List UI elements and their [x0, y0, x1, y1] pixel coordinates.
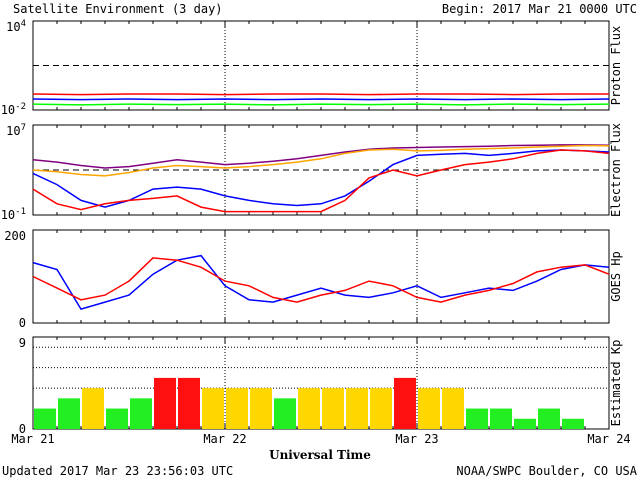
kp-bar — [298, 388, 320, 429]
y-tick-label: 10-1 — [1, 207, 26, 222]
x-tick-label: Mar 24 — [587, 432, 630, 446]
kp-bar — [178, 377, 200, 429]
kp-bar — [58, 398, 80, 429]
y-tick-label: 9 — [19, 336, 26, 350]
x-tick-label: Mar 22 — [203, 432, 246, 446]
plot-title: Satellite Environment (3 day) — [13, 2, 223, 16]
kp-bar — [82, 388, 104, 429]
kp-bar — [154, 377, 176, 429]
proton-flux-panel: 104 10-2 Proton Flux — [1, 19, 623, 117]
kp-bar — [562, 418, 584, 429]
x-tick-label: Mar 21 — [11, 432, 54, 446]
panel-frame — [32, 229, 610, 324]
x-tick-label: Mar 23 — [395, 432, 438, 446]
kp-bar — [322, 388, 344, 429]
kp-bar — [274, 398, 296, 429]
kp-bar — [346, 388, 368, 429]
series-line-blue — [32, 254, 610, 310]
kp-bar — [202, 388, 224, 429]
y-axis-label: Estimated Kp — [609, 340, 623, 427]
series-line-green — [32, 103, 610, 106]
kp-bar — [418, 388, 440, 429]
x-axis-label: Universal Time — [269, 448, 371, 462]
y-tick-label: 104 — [6, 19, 26, 34]
kp-bar — [514, 418, 536, 429]
y-axis-label: Electron Flux — [609, 123, 623, 217]
y-tick-label: 200 — [4, 229, 26, 243]
begin-time: Begin: 2017 Mar 21 0000 UTC — [442, 2, 637, 16]
y-tick-label: 107 — [6, 123, 26, 138]
electron-flux-panel: 107 10-1 Electron Flux — [1, 123, 623, 222]
series-line-orange — [32, 144, 610, 177]
goes-hp-panel: 200 0 GOES Hp — [4, 229, 623, 330]
kp-bar — [442, 388, 464, 429]
y-axis-label: GOES Hp — [609, 251, 623, 302]
panel-frame — [32, 20, 610, 111]
y-tick-label: 0 — [19, 316, 26, 330]
kp-bar — [538, 408, 560, 429]
kp-bar — [490, 408, 512, 429]
kp-bar — [250, 388, 272, 429]
updated-timestamp: Updated 2017 Mar 23 23:56:03 UTC — [2, 464, 233, 478]
kp-bar — [394, 377, 416, 429]
series-line-red — [32, 93, 609, 96]
kp-bar — [34, 408, 56, 429]
kp-bar — [226, 388, 248, 429]
estimated-kp-panel: 9 0 Estimated Kp — [19, 336, 623, 436]
series-line-red — [32, 149, 610, 213]
series-line-purple — [32, 144, 610, 169]
kp-bar — [130, 398, 152, 429]
y-axis-label: Proton Flux — [609, 26, 623, 105]
y-tick-label: 10-2 — [1, 102, 26, 117]
y-tick-label: 0 — [19, 422, 26, 436]
series-line-blue — [32, 98, 610, 101]
series-line-red — [32, 257, 610, 303]
credit-text: NOAA/SWPC Boulder, CO USA — [456, 464, 637, 478]
kp-bar — [106, 408, 128, 429]
kp-bar — [370, 388, 392, 429]
kp-bar — [466, 408, 488, 429]
